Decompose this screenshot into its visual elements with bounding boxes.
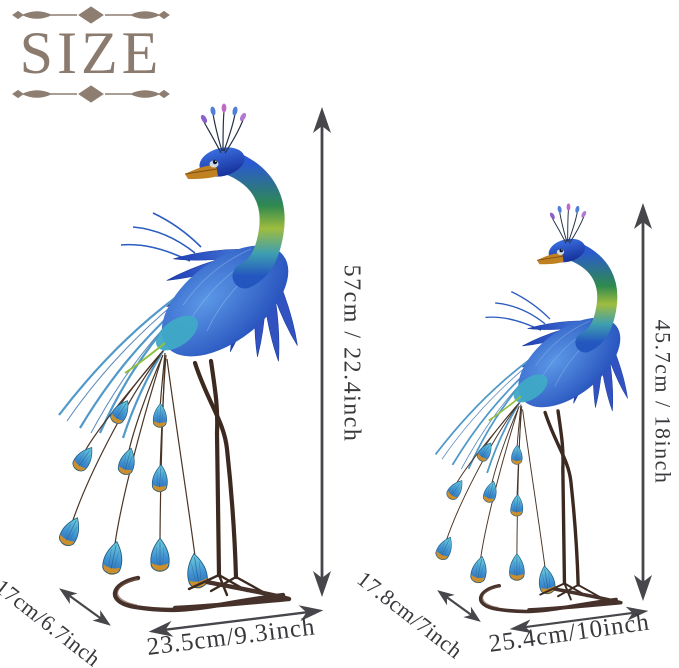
height-label-large: 57cm / 22.4inch — [338, 264, 365, 442]
width-arrow-large — [146, 600, 325, 642]
page-title: SIZE — [19, 20, 163, 86]
depth-arrow-large — [52, 580, 117, 635]
ornament-divider-bottom — [12, 85, 170, 103]
height-label-small: 45.7cm / 18inch — [650, 319, 675, 485]
width-arrow-small — [507, 601, 650, 639]
depth-arrow-small — [430, 581, 487, 630]
size-header: SIZE — [10, 6, 172, 103]
height-arrow-small — [634, 203, 652, 601]
peacock-statue-large — [25, 103, 325, 618]
ornament-divider-top — [12, 6, 170, 24]
height-arrow-large — [313, 107, 331, 597]
peacock-statue-small — [408, 203, 650, 618]
